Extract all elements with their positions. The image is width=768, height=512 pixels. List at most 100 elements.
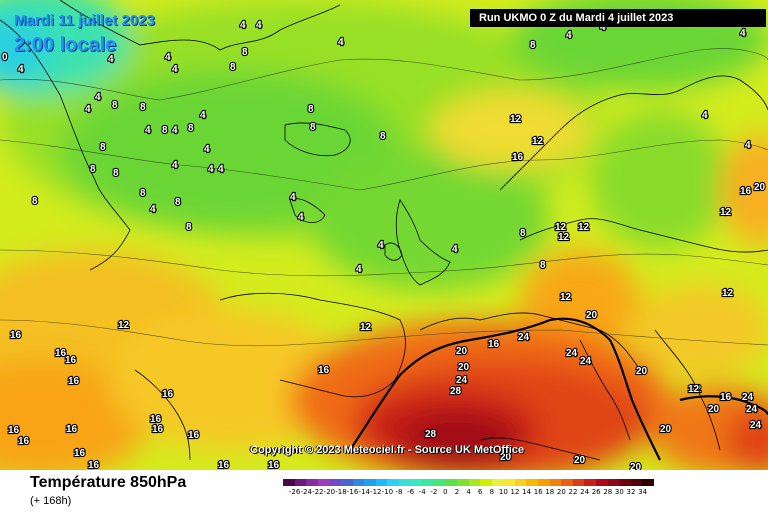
- run-info-banner: Run UKMO 0 Z du Mardi 4 juillet 2023: [470, 9, 766, 27]
- isotherm-label: 24: [742, 392, 754, 403]
- isotherm-label: 16: [88, 460, 100, 470]
- isotherm-label: 24: [580, 356, 592, 367]
- isotherm-label: 4: [204, 144, 210, 155]
- color-scale-swatch: [630, 479, 643, 486]
- isotherm-label: 12: [560, 292, 572, 303]
- color-scale-tick-label: 32: [626, 488, 636, 496]
- color-scale-tick-label: -26: [288, 488, 301, 496]
- color-scale-tick-label: 16: [533, 488, 543, 496]
- parameter-title: Température 850hPa: [30, 474, 187, 491]
- color-scale-swatch: [572, 479, 585, 486]
- color-scale-tick-label: 10: [498, 488, 508, 496]
- map-time-title: 2:00 locale: [14, 34, 117, 56]
- color-scale-tick-label: -12: [370, 488, 382, 496]
- color-scale-swatch: [561, 479, 573, 486]
- isotherm-label: 8: [230, 62, 236, 73]
- isotherm-label: 12: [118, 320, 130, 331]
- color-scale-swatch: [387, 479, 399, 486]
- isotherm-label: 4: [290, 192, 296, 203]
- isotherm-label: 20: [574, 455, 586, 466]
- color-scale-swatch: [329, 479, 341, 486]
- color-scale-swatch: [445, 479, 457, 486]
- color-scale-tick-label: 22: [568, 488, 578, 496]
- color-scale-tick-label: 30: [614, 488, 624, 496]
- color-scale-swatch: [491, 479, 504, 486]
- color-scale-tick-label: 34: [638, 488, 648, 496]
- color-scale-swatch: [433, 479, 446, 486]
- isotherm-label: 8: [540, 260, 546, 271]
- color-scale-tick-label: 12: [510, 488, 520, 496]
- isotherm-label: 24: [746, 404, 758, 415]
- isotherm-label: 12: [688, 384, 700, 395]
- color-scale-tick-label: -4: [418, 488, 426, 496]
- temperature-map: 4 4 4 8 8 4 4 0 4 4 8 8 4 4 4 4 8 8 4 8 …: [0, 0, 768, 470]
- isotherm-label: 8: [113, 168, 119, 179]
- isotherm-label: 16: [318, 365, 330, 376]
- isotherm-label: 16: [512, 152, 524, 163]
- color-scale-tick-label: 2: [454, 488, 460, 496]
- color-scale-tick-label: 4: [466, 488, 471, 496]
- color-scale-swatch: [410, 479, 423, 486]
- isotherm-label: 8: [140, 102, 146, 113]
- color-scale-tick-label: -24: [300, 488, 312, 496]
- isotherm-label: 12: [555, 222, 567, 233]
- map-footer: Température 850hPa (+ 168h) -26 -24 -22 -20…: [0, 470, 768, 512]
- isotherm-label: 12: [558, 232, 570, 243]
- isotherm-label: 20: [586, 310, 598, 321]
- isotherm-label: 24: [518, 332, 530, 343]
- copyright-notice: Copyright © 2023 Meteociel.fr - Source U…: [250, 444, 524, 456]
- color-scale-swatch: [503, 479, 515, 486]
- color-scale-tick-label: -22: [312, 488, 324, 496]
- isotherm-label: 16: [218, 460, 230, 470]
- color-scale-tick-label: 18: [545, 488, 555, 496]
- isotherm-lines: [0, 48, 768, 347]
- isotherm-label: 16: [66, 424, 78, 435]
- isotherm-label: 20: [500, 452, 512, 463]
- color-scale-swatch: [514, 479, 527, 486]
- isotherm-label: 4: [338, 37, 344, 48]
- isotherm-label: 16: [720, 392, 732, 403]
- isotherm-label: 12: [720, 207, 732, 218]
- color-scale-swatch: [364, 479, 376, 486]
- isotherm-label: 16: [68, 376, 80, 387]
- isotherm-label: 24: [456, 375, 468, 386]
- color-scale-tick-label: -8: [395, 488, 403, 496]
- isotherm-label: 8: [32, 196, 38, 207]
- isotherm-label: 20: [754, 182, 766, 193]
- isotherm-label: 20: [636, 366, 648, 377]
- isotherm-label: 16: [152, 424, 164, 435]
- color-scale-swatch: [526, 479, 539, 486]
- color-scale-swatches: [283, 479, 654, 486]
- isotherm-label: 4: [452, 244, 458, 255]
- isotherm-label: 12: [690, 384, 702, 395]
- isotherm-label: 0: [2, 52, 8, 63]
- isotherm-label: 28: [425, 429, 437, 440]
- isotherm-label: 16: [65, 355, 77, 366]
- isotherm-label: 4: [108, 54, 114, 65]
- isotherm-label: 24: [566, 348, 578, 359]
- isotherm-label: 20: [660, 424, 672, 435]
- color-scale-swatch: [607, 479, 620, 486]
- isotherm-label: 16: [55, 348, 67, 359]
- isotherm-label: 24: [750, 420, 762, 431]
- isotherm-label-layer: 4 4 4 8 8 4 4 0 4 4 8 8 4 4 4 4 8 8 4 8 …: [1, 19, 767, 470]
- isotherm-label: 4: [200, 110, 206, 121]
- isotherm-label: 12: [360, 322, 372, 333]
- color-scale-swatch: [538, 479, 550, 486]
- isotherm-label: 16: [18, 436, 30, 447]
- isotherm-label: 20: [458, 362, 470, 373]
- color-scale-swatch: [619, 479, 631, 486]
- isotherm-label: 4: [172, 125, 178, 136]
- color-scale-swatch: [294, 479, 307, 486]
- isotherm-label: 4: [218, 164, 224, 175]
- isotherm-label: 4: [356, 264, 362, 275]
- color-scale-tick-label: -2: [430, 488, 438, 496]
- color-scale-swatch: [584, 479, 597, 486]
- color-scale-swatch: [398, 479, 411, 486]
- isotherm-label: 8: [90, 164, 96, 175]
- isotherm-label: 4: [298, 212, 304, 223]
- isotherm-label: 8: [100, 142, 106, 153]
- isotherm-label: 16: [10, 330, 22, 341]
- isotherm-label: 4: [702, 110, 708, 121]
